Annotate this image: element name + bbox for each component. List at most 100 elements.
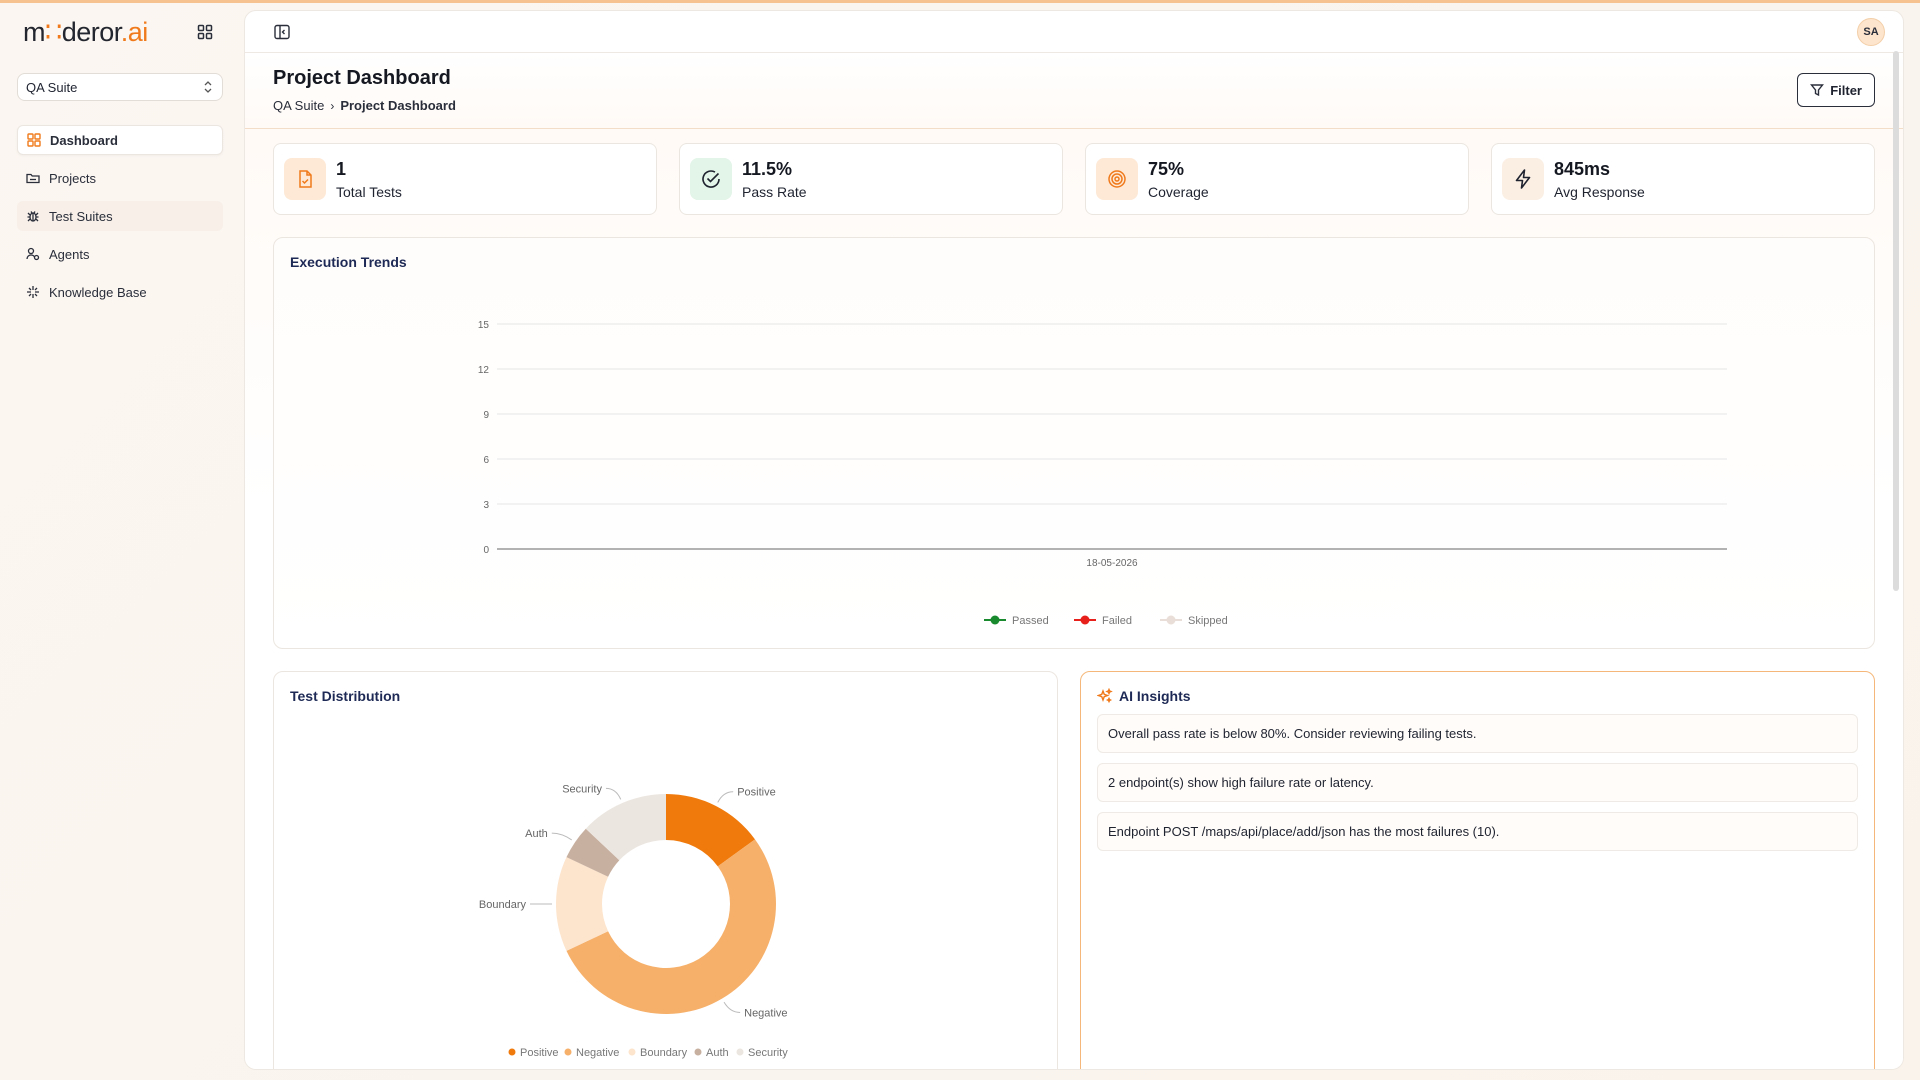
sidebar-item-knowledge-base[interactable]: Knowledge Base — [17, 277, 223, 307]
label-leader — [551, 832, 572, 841]
donut-slice — [566, 839, 776, 1014]
y-tick-label: 0 — [483, 545, 489, 556]
test-distribution-chart: Positive Negative Boundary Auth Security Posi… — [479, 783, 788, 1059]
dashboard-icon — [26, 132, 42, 148]
label-leader — [605, 787, 622, 800]
sidebar-item-label: Test Suites — [49, 208, 113, 224]
page-header: Project Dashboard QA Suite › Project Das… — [245, 53, 1903, 129]
slice-label: Security — [562, 783, 602, 795]
workspace-select-value: QA Suite — [26, 79, 78, 95]
stat-card-pass-rate[interactable]: 11.5% Pass Rate — [679, 143, 1063, 215]
slice-label: Positive — [737, 787, 776, 799]
breadcrumb-separator-icon: › — [330, 98, 335, 113]
stat-label: Pass Rate — [742, 183, 807, 200]
execution-trends-chart: 0 3 6 9 12 15 18-05-2026 Passed Failed Skipped — [478, 320, 1727, 627]
sidebar: m∷deror.ai QA Suite Dashboard Projects T… — [0, 3, 240, 1080]
sidebar-toggle-icon[interactable] — [273, 23, 291, 41]
bug-icon — [25, 208, 41, 224]
bolt-icon — [1502, 158, 1544, 200]
card-title: Test Distribution — [290, 688, 401, 704]
stats-row: 1 Total Tests 11.5% Pass Rate 75% — [273, 143, 1875, 215]
legend-label: Security — [748, 1047, 788, 1059]
stat-value: 11.5% — [742, 158, 793, 179]
y-tick-label: 6 — [483, 455, 489, 466]
label-leader — [717, 791, 734, 803]
stat-label: Avg Response — [1554, 183, 1645, 200]
execution-trends-card: Execution Trends 0 3 6 9 12 15 18-05-2026 Passe… — [273, 237, 1875, 649]
agents-icon — [25, 246, 41, 262]
sidebar-item-label: Agents — [49, 246, 90, 262]
legend-marker — [1080, 615, 1090, 625]
sidebar-item-agents[interactable]: Agents — [17, 239, 223, 269]
breadcrumb: QA Suite › Project Dashboard — [273, 98, 1875, 113]
page-title: Project Dashboard — [273, 67, 451, 89]
workspace-select[interactable]: QA Suite — [17, 73, 223, 101]
legend-label: Failed — [1102, 615, 1132, 627]
legend-marker — [1166, 615, 1176, 625]
avatar[interactable]: SA — [1857, 17, 1885, 46]
stat-value: 75% — [1148, 158, 1185, 179]
insight-item[interactable]: Endpoint POST /maps/api/place/add/json h… — [1097, 812, 1858, 851]
insight-item[interactable]: Overall pass rate is below 80%. Consider… — [1097, 714, 1858, 753]
stat-value: 1 — [336, 158, 347, 179]
x-tick-label: 18-05-2026 — [1086, 558, 1138, 569]
filter-button-label: Filter — [1830, 82, 1862, 98]
sidebar-item-dashboard[interactable]: Dashboard — [17, 125, 223, 155]
donut-slice — [566, 828, 620, 877]
breadcrumb-item[interactable]: QA Suite — [273, 98, 325, 113]
stat-card-total-tests[interactable]: 1 Total Tests — [273, 143, 657, 215]
breadcrumb-current: Project Dashboard — [340, 98, 456, 113]
donut-slice — [585, 794, 666, 861]
donut-slice — [556, 857, 609, 951]
ai-insights-card: AI Insights Overall pass rate is below 8… — [1080, 671, 1875, 1069]
sidebar-item-projects[interactable]: Projects — [17, 163, 223, 193]
bottom-row: Test Distribution Positive Negative Bounda… — [273, 671, 1875, 1069]
y-tick-label: 9 — [483, 410, 489, 421]
stat-label: Coverage — [1148, 183, 1209, 200]
legend-label: Passed — [1012, 615, 1049, 627]
slice-label: Auth — [525, 828, 548, 840]
card-title: Execution Trends — [290, 254, 407, 270]
file-check-icon — [284, 158, 326, 200]
label-leader — [723, 1001, 741, 1013]
filter-button[interactable]: Filter — [1797, 73, 1875, 107]
card-title: AI Insights — [1097, 688, 1858, 704]
sidebar-item-label: Dashboard — [50, 132, 118, 148]
y-tick-label: 15 — [478, 320, 490, 331]
top-bar: SA — [245, 11, 1903, 53]
ai-insights-title: AI Insights — [1119, 688, 1191, 704]
legend-marker — [564, 1048, 572, 1056]
stat-label: Total Tests — [336, 183, 402, 200]
stat-card-avg-response[interactable]: 845ms Avg Response — [1491, 143, 1875, 215]
sidebar-item-label: Projects — [49, 170, 96, 186]
y-tick-label: 3 — [483, 500, 489, 511]
legend-marker — [508, 1048, 516, 1056]
stat-card-coverage[interactable]: 75% Coverage — [1085, 143, 1469, 215]
apps-grid-icon[interactable] — [193, 20, 217, 44]
y-tick-label: 12 — [478, 365, 490, 376]
chevron-updown-icon — [204, 81, 212, 93]
brand-row: m∷deror.ai — [17, 17, 223, 47]
legend-label: Skipped — [1188, 615, 1228, 627]
legend-label: Positive — [520, 1047, 559, 1059]
dashboard-content: 1 Total Tests 11.5% Pass Rate 75% — [245, 129, 1903, 1069]
target-icon — [1096, 158, 1138, 200]
legend-marker — [628, 1048, 636, 1056]
insight-item[interactable]: 2 endpoint(s) show high failure rate or … — [1097, 763, 1858, 802]
filter-icon — [1810, 84, 1825, 97]
legend-label: Auth — [706, 1047, 729, 1059]
slice-label: Boundary — [479, 899, 527, 911]
test-distribution-card: Test Distribution Positive Negative Bounda… — [273, 671, 1058, 1069]
stat-value: 845ms — [1554, 158, 1611, 179]
legend-label: Boundary — [640, 1047, 688, 1059]
sparkle-icon — [25, 284, 41, 300]
legend-marker — [736, 1048, 744, 1056]
sidebar-item-test-suites[interactable]: Test Suites — [17, 201, 223, 231]
donut-slice — [666, 794, 755, 867]
slice-label: Negative — [744, 1007, 787, 1019]
check-circle-icon — [690, 158, 732, 200]
sidebar-item-label: Knowledge Base — [49, 284, 147, 300]
sparkles-icon — [1097, 688, 1113, 704]
scrollbar[interactable] — [1893, 51, 1899, 591]
logo[interactable]: m∷deror.ai — [23, 16, 148, 47]
